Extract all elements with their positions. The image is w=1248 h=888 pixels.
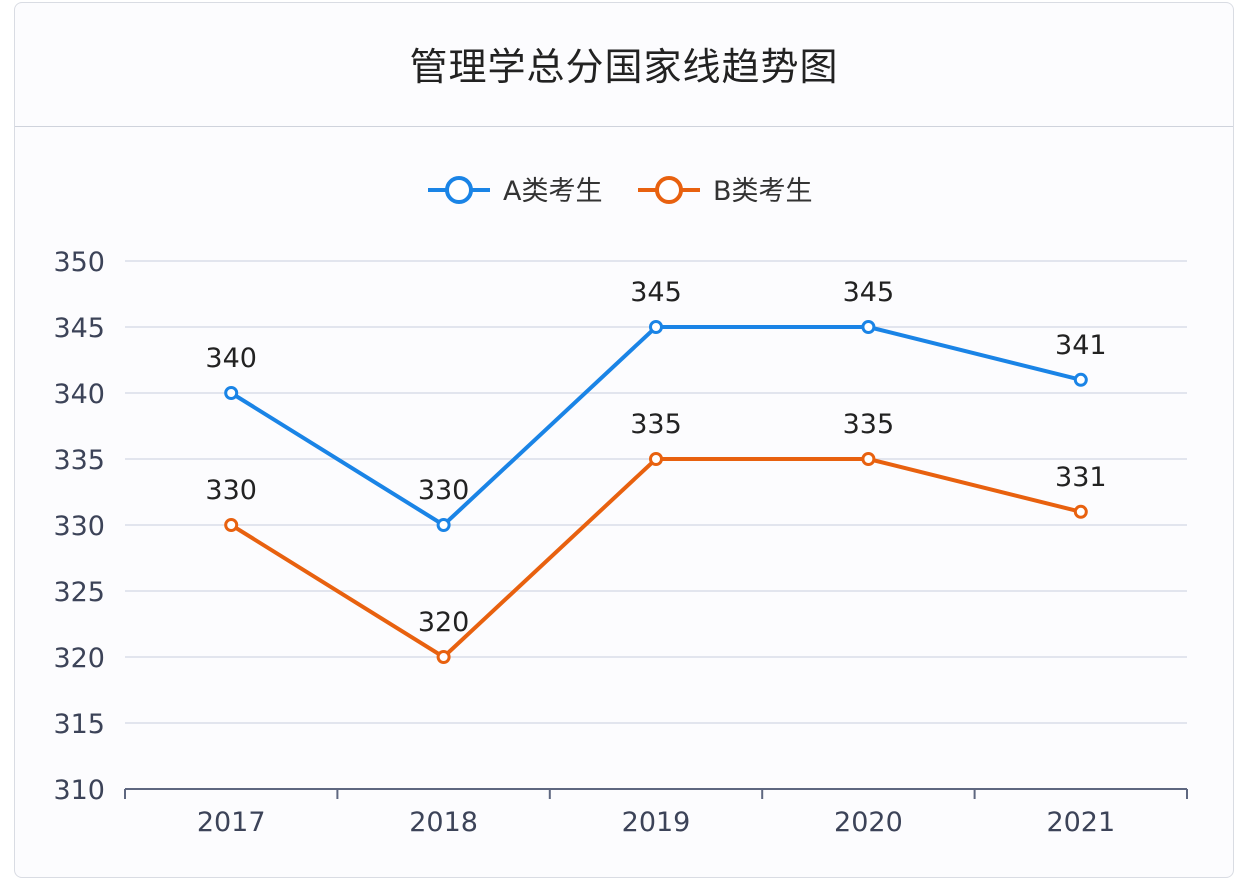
y-tick-label: 350 [53,247,105,278]
data-point [436,650,451,664]
legend-label: A类考生 [503,176,602,207]
x-tick-label: 2018 [409,807,478,838]
y-tick-label: 320 [53,643,105,674]
data-point [224,518,239,532]
x-tick-label: 2019 [622,807,691,838]
data-label: 340 [205,343,257,374]
data-label: 335 [843,409,895,440]
data-point [649,452,663,466]
y-tick-label: 310 [53,775,105,806]
data-label: 335 [630,409,682,440]
data-point [861,452,876,466]
x-tick-label: 2020 [834,807,903,838]
x-tick-label: 2017 [197,807,266,838]
data-point [224,386,239,400]
data-label: 345 [630,277,682,308]
data-label: 331 [1055,462,1107,493]
chart-header: 管理学总分国家线趋势图 [15,3,1233,127]
data-point [436,518,451,532]
data-label: 345 [843,277,895,308]
y-tick-label: 340 [53,379,105,410]
legend-marker [445,176,473,204]
series-line [230,457,1082,659]
y-tick-label: 325 [53,577,105,608]
y-tick-label: 330 [53,511,105,542]
legend-marker [655,176,683,204]
data-point [1073,372,1088,387]
chart-card: 管理学总分国家线趋势图 [14,2,1234,878]
data-label: 341 [1055,330,1107,361]
y-tick-label: 315 [53,709,105,740]
data-point [861,320,876,334]
data-label: 330 [205,475,257,506]
data-point [649,320,663,334]
legend-label: B类考生 [713,176,813,207]
data-label: 330 [418,475,470,506]
data-point [1073,504,1088,519]
y-tick-label: 345 [53,313,105,344]
data-label: 320 [418,607,470,638]
chart-title: 管理学总分国家线趋势图 [409,45,839,89]
y-tick-label: 335 [53,445,105,476]
x-tick-label: 2021 [1046,807,1115,838]
